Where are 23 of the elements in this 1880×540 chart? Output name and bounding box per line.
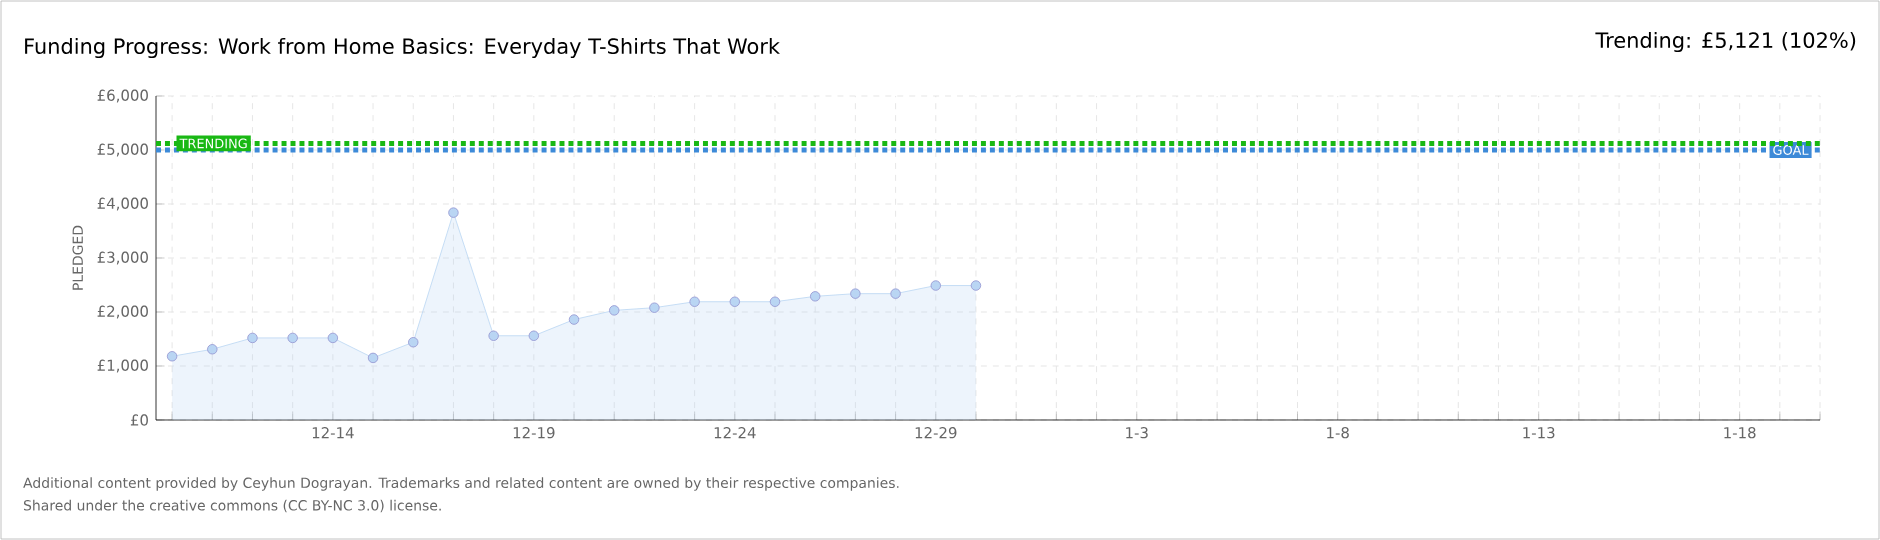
chart-subtitle: Trending: £5,121 (102%) (1595, 31, 1856, 53)
point (448, 207, 459, 218)
point (850, 288, 861, 299)
point (890, 288, 901, 299)
chart-title: Funding Progress: Work from Home Basics: Everyday T-Shirts That Work (25, 37, 780, 59)
point (810, 291, 821, 302)
point (247, 332, 258, 344)
point (970, 280, 982, 291)
point (689, 296, 700, 307)
point (609, 305, 620, 316)
point (729, 296, 740, 307)
point (287, 332, 298, 344)
point (568, 314, 580, 325)
point (769, 296, 781, 307)
point (207, 344, 218, 355)
point (367, 352, 379, 364)
point (166, 351, 178, 362)
point (649, 302, 660, 313)
point (528, 330, 540, 341)
point (408, 337, 419, 348)
point (930, 280, 941, 291)
point (327, 332, 339, 344)
point (488, 330, 499, 341)
